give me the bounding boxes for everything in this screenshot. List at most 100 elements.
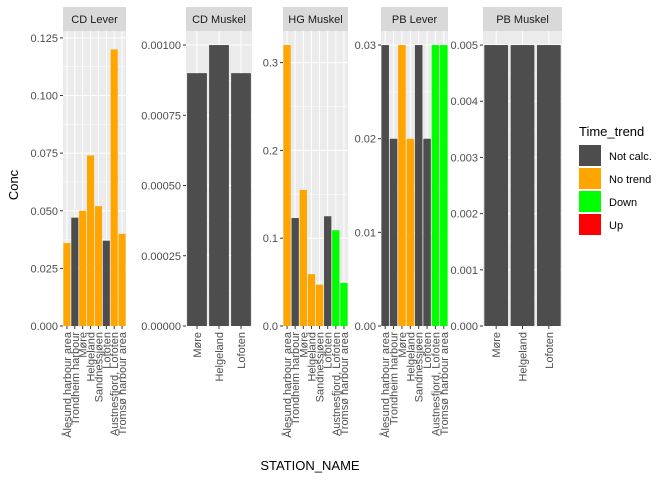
bar-sandnessj-en	[315, 284, 324, 326]
y-tick-label: 0.00025	[141, 251, 181, 263]
y-tick-label: 0.02	[355, 134, 376, 146]
y-tick-label: 0.0	[263, 321, 278, 333]
bar-sandnessj-en	[94, 206, 102, 326]
x-tick-label: Tromsø harbour area	[117, 331, 129, 435]
x-tick-label: Møre	[491, 332, 503, 358]
strip-label: CD Lever	[71, 14, 118, 26]
y-tick-label: 0.125	[30, 33, 58, 45]
y-tick-label: 0.00	[355, 321, 376, 333]
legend-key	[579, 168, 601, 189]
x-tick-label: Helgeland	[518, 332, 530, 382]
bar-lofoten	[102, 240, 110, 326]
facet-panels: CD Lever 0.000 0.025 0.050 0.075 0.100 0.125 Ål…	[30, 7, 562, 438]
legend: Time_trend Not calc. No trend Down Up	[579, 124, 652, 235]
x-tick-label: Trondheim harbour	[70, 332, 82, 425]
x-tick-label: Helgeland	[86, 332, 98, 382]
x-tick-label: Lofoten	[544, 332, 556, 369]
y-tick-label: 0.000	[30, 321, 58, 333]
bar-austnesfjord-lofoten	[332, 230, 340, 326]
x-tick-label: Møre	[78, 332, 90, 358]
strip-background	[186, 7, 252, 31]
bar-helgeland	[406, 138, 415, 326]
x-tick-label: Trondheim harbour	[389, 332, 401, 425]
bar-m-re	[299, 189, 307, 326]
bar-lofoten	[231, 73, 251, 327]
bar-helgeland	[510, 45, 535, 327]
x-tick-label: Møre	[192, 332, 204, 358]
x-tick-label: Helgeland	[306, 332, 318, 382]
bar-helgeland	[209, 45, 229, 327]
strip-background	[283, 7, 348, 31]
bar-m-re	[79, 210, 87, 326]
x-tick-label: Austnesfjord, Lofoten	[430, 332, 442, 436]
y-tick-label: 0.004	[450, 96, 478, 108]
bar-helgeland	[307, 274, 316, 326]
x-tick-label: Ålesund harbour area	[61, 331, 74, 438]
y-tick-label: 0.2	[263, 145, 278, 157]
x-tick-label: Lofoten	[422, 332, 434, 369]
x-tick-label: Sandnessjøen	[414, 332, 426, 402]
y-tick-label: 0.00100	[141, 40, 181, 52]
legend-key	[579, 214, 601, 235]
legend-label: Down	[609, 197, 637, 209]
bar-sandnessj-en	[414, 45, 423, 327]
bar-lofoten	[423, 138, 431, 326]
x-tick-label: Austnesfjord, Lofoten	[331, 332, 343, 436]
strip-background	[381, 7, 448, 31]
strip-label: PB Lever	[392, 14, 438, 26]
x-tick-label: Sandnessjøen	[315, 332, 327, 402]
strip-label: HG Muskel	[288, 14, 342, 26]
legend-item-down: Down	[579, 191, 637, 212]
bar-lesund-harbour-area	[283, 45, 291, 327]
strip-label: PB Muskel	[496, 14, 549, 26]
x-tick-label: Tromsø harbour area	[339, 331, 351, 435]
y-tick-label: 0.002	[450, 209, 478, 221]
x-tick-label: Helgeland	[405, 332, 417, 382]
bar-troms-harbour-area	[340, 282, 348, 326]
bar-m-re	[187, 73, 207, 327]
y-tick-label: 0.001	[450, 265, 478, 277]
strip-background	[63, 7, 126, 31]
x-tick-label: Tromsø harbour area	[439, 331, 451, 435]
x-tick-label: Helgeland	[214, 332, 226, 382]
bar-m-re	[484, 45, 509, 327]
y-tick-label: 0.00050	[141, 181, 181, 193]
legend-title: Time_trend	[579, 124, 644, 139]
y-tick-label: 0.025	[30, 263, 58, 275]
bar-trondheim-harbour	[71, 217, 79, 326]
bar-trondheim-harbour	[389, 138, 398, 326]
y-tick-label: 0.03	[355, 40, 376, 52]
bar-austnesfjord-lofoten	[431, 45, 440, 327]
y-tick-label: 0.1	[263, 233, 278, 245]
y-tick-label: 0.00000	[141, 321, 181, 333]
x-tick-label: Sandnessjøen	[93, 332, 105, 402]
y-tick-label: 0.000	[450, 321, 478, 333]
y-tick-label: 0.100	[30, 91, 58, 103]
x-tick-label: Lofoten	[323, 332, 335, 369]
y-tick-label: 0.050	[30, 206, 58, 218]
legend-label: Up	[609, 220, 623, 232]
legend-key	[579, 191, 601, 212]
y-tick-label: 0.005	[450, 40, 478, 52]
bar-m-re	[398, 45, 406, 327]
x-axis-title: STATION_NAME	[260, 458, 360, 473]
x-tick-label: Lofoten	[101, 332, 113, 369]
bar-austnesfjord-lofoten	[110, 49, 118, 326]
panel-pb-lever: PB Lever 0.00 0.01 0.02 0.03 Ålesund harbour …	[355, 7, 451, 438]
x-tick-label: Lofoten	[236, 332, 248, 369]
legend-item-not-calc: Not calc.	[579, 145, 652, 166]
panel-pb-muskel: PB Muskel 0.000 0.001 0.002 0.003 0.004 0.005 M…	[450, 7, 562, 382]
x-tick-label: Ålesund harbour area	[281, 331, 294, 438]
panel-cd-lever: CD Lever 0.000 0.025 0.050 0.075 0.100 0.125 Ål…	[30, 7, 129, 438]
x-tick-label: Trondheim harbour	[290, 332, 302, 425]
y-tick-label: 0.003	[450, 152, 478, 164]
y-tick-label: 0.3	[263, 58, 278, 70]
x-tick-label: Ålesund harbour area	[379, 331, 392, 438]
bar-troms-harbour-area	[440, 45, 448, 327]
legend-label: No trend	[609, 174, 651, 186]
bar-troms-harbour-area	[118, 233, 126, 326]
panel-hg-muskel: HG Muskel 0.0 0.1 0.2 0.3 Ålesund harbour are…	[263, 7, 351, 438]
y-tick-label: 0.00075	[141, 110, 181, 122]
